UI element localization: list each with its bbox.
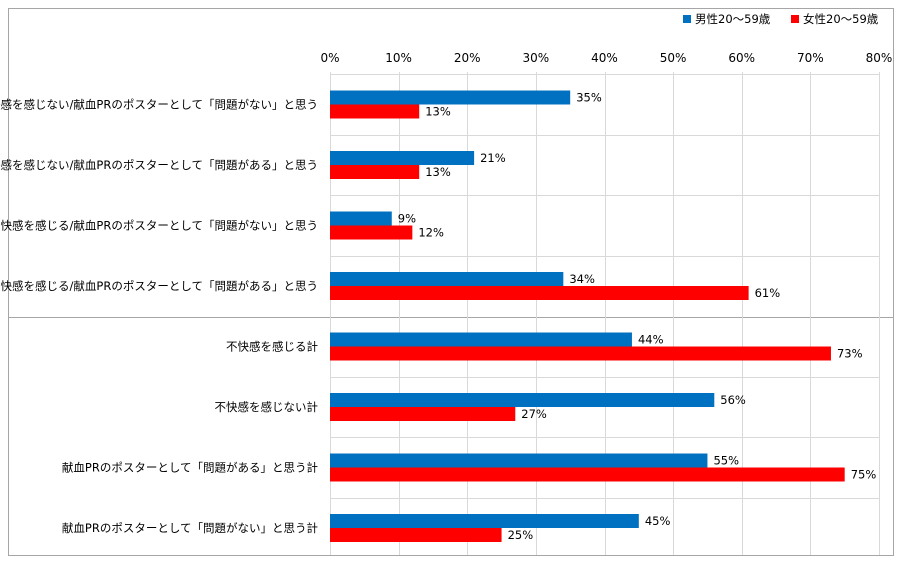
data-label: 44% bbox=[638, 333, 664, 347]
x-tick-label: 80% bbox=[866, 51, 893, 65]
x-tick-label: 30% bbox=[523, 51, 550, 65]
bar-male bbox=[330, 272, 564, 286]
category-label: 献血PRのポスターとして「問題がない」と思う計 bbox=[62, 521, 318, 535]
data-label: 13% bbox=[425, 105, 451, 119]
bar-female bbox=[330, 528, 502, 542]
data-label: 61% bbox=[755, 286, 781, 300]
category-label: 不快感を感じる/献血PRのポスターとして「問題がない」と思う bbox=[0, 219, 318, 233]
bar-female bbox=[330, 346, 831, 361]
x-tick-label: 60% bbox=[728, 51, 755, 65]
category-label: 不快感を感じない計 bbox=[215, 400, 319, 414]
x-tick-label: 70% bbox=[797, 51, 824, 65]
bar-female bbox=[330, 225, 413, 240]
category-label: 不快感を感じない/献血PRのポスターとして「問題がある」と思う bbox=[0, 158, 318, 172]
data-label: 45% bbox=[645, 514, 671, 528]
bar-female bbox=[330, 165, 420, 179]
bar-male bbox=[330, 90, 571, 105]
bar-female bbox=[330, 286, 749, 300]
data-label: 21% bbox=[480, 151, 506, 165]
bar-male bbox=[330, 211, 392, 226]
data-label: 55% bbox=[713, 454, 739, 468]
bar-female bbox=[330, 467, 845, 482]
bar-male bbox=[330, 393, 715, 407]
chart-frame bbox=[8, 8, 894, 556]
data-label: 35% bbox=[576, 91, 602, 105]
data-label: 27% bbox=[521, 407, 547, 421]
legend-item-male-label: 男性20～59歳 bbox=[695, 12, 771, 26]
category-label: 不快感を感じない/献血PRのポスターとして「問題がない」と思う bbox=[0, 98, 318, 112]
data-label: 34% bbox=[569, 272, 595, 286]
legend-item-female-label: 女性20～59歳 bbox=[803, 12, 879, 26]
legend-item-male-swatch bbox=[683, 15, 691, 23]
bar-male bbox=[330, 151, 475, 165]
data-label: 73% bbox=[837, 347, 863, 361]
bar-female bbox=[330, 407, 516, 421]
data-label: 25% bbox=[508, 528, 534, 542]
data-label: 75% bbox=[851, 468, 877, 482]
x-tick-label: 10% bbox=[385, 51, 412, 65]
legend-item-female-swatch bbox=[791, 15, 799, 23]
x-tick-label: 40% bbox=[591, 51, 618, 65]
bar-male bbox=[330, 332, 632, 347]
x-tick-label: 50% bbox=[660, 51, 687, 65]
data-label: 13% bbox=[425, 165, 451, 179]
data-label: 12% bbox=[418, 226, 444, 240]
bar-female bbox=[330, 104, 420, 119]
data-label: 9% bbox=[398, 212, 416, 226]
category-label: 不快感を感じる計 bbox=[226, 340, 318, 354]
x-tick-label: 0% bbox=[320, 51, 339, 65]
bar-male bbox=[330, 514, 639, 528]
data-label: 56% bbox=[720, 393, 746, 407]
bar-male bbox=[330, 453, 708, 468]
x-tick-label: 20% bbox=[454, 51, 481, 65]
category-label: 献血PRのポスターとして「問題がある」と思う計 bbox=[62, 461, 318, 475]
category-label: 不快感を感じる/献血PRのポスターとして「問題がある」と思う bbox=[0, 279, 318, 293]
